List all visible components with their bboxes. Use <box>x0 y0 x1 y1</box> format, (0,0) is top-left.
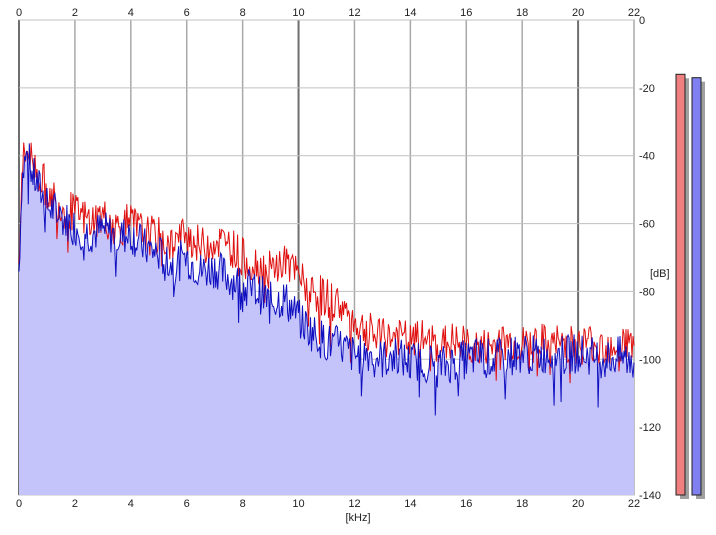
top-x-tick-label: 2 <box>72 7 78 19</box>
bottom-x-tick-label: 20 <box>572 498 584 510</box>
y-axis-title: [dB] <box>650 268 670 280</box>
y-tick-label: -120 <box>639 422 661 434</box>
top-x-tick-label: 10 <box>292 7 304 19</box>
bottom-x-tick-label: 18 <box>516 498 528 510</box>
top-x-tick-label: 8 <box>240 7 246 19</box>
level-meter-bar <box>675 73 686 496</box>
bottom-x-tick-label: 8 <box>240 498 246 510</box>
y-tick-label: 0 <box>639 15 645 27</box>
y-tick-label: -40 <box>639 151 655 163</box>
top-x-tick-labels: 0 2 4 6 8 10 12 14 16 18 20 22 <box>16 7 640 19</box>
y-tick-label: -100 <box>639 354 661 366</box>
y-tick-label: -80 <box>639 286 655 298</box>
top-x-tick-label: 4 <box>128 7 134 19</box>
spectrum-series <box>18 142 635 416</box>
bottom-x-tick-label: 16 <box>460 498 472 510</box>
top-x-tick-label: 16 <box>460 7 472 19</box>
bottom-x-tick-label: 6 <box>184 498 190 510</box>
blue-series-line <box>18 143 635 416</box>
blue-fill-area <box>19 143 634 495</box>
top-x-tick-label: 0 <box>16 7 22 19</box>
spectrum-fill <box>19 143 634 495</box>
top-x-tick-label: 14 <box>404 7 416 19</box>
y-tick-labels: 0 -20 -40 -60 -80 -100 -120 -140 <box>639 15 661 502</box>
bottom-x-tick-label: 4 <box>128 498 134 510</box>
top-x-tick-label: 12 <box>348 7 360 19</box>
y-tick-label: -60 <box>639 219 655 231</box>
level-meter-bar <box>691 77 702 496</box>
level-meters <box>675 73 705 500</box>
x-axis-title: [kHz] <box>345 512 370 524</box>
bottom-x-tick-label: 2 <box>72 498 78 510</box>
bottom-x-tick-label: 22 <box>628 498 640 510</box>
top-x-tick-label: 6 <box>184 7 190 19</box>
bottom-x-tick-label: 12 <box>348 498 360 510</box>
bottom-x-tick-label: 0 <box>16 498 22 510</box>
top-x-tick-label: 20 <box>572 7 584 19</box>
y-tick-label: -140 <box>639 490 661 502</box>
top-x-tick-label: 18 <box>516 7 528 19</box>
y-tick-label: -20 <box>639 83 655 95</box>
bottom-x-tick-label: 14 <box>404 498 416 510</box>
bottom-x-tick-label: 10 <box>292 498 304 510</box>
bottom-x-tick-labels: 0 2 4 6 8 10 12 14 16 18 20 22 <box>16 498 640 510</box>
top-x-tick-label: 22 <box>628 7 640 19</box>
